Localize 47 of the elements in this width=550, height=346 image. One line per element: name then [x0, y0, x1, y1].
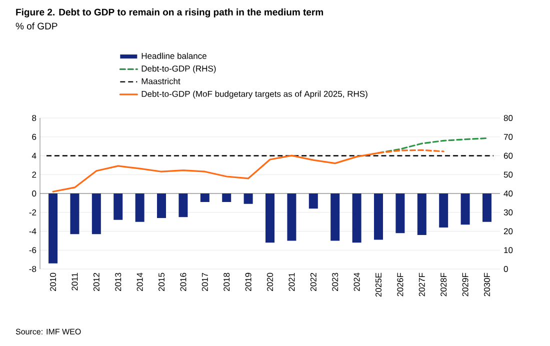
x-tick-label: 2024 [354, 272, 360, 292]
x-tick-label: 2017 [202, 272, 208, 292]
chart-title: Figure 2. Debt to GDP to remain on a rising path in the medium term [16, 8, 324, 18]
x-tick-label: 2013 [115, 272, 122, 292]
y2-tick-label: 10 [504, 247, 513, 254]
x-tick-label: 2028F [440, 272, 447, 296]
y2-tick-label: 0 [504, 266, 508, 272]
x-tick-label: 2018 [224, 272, 230, 292]
legend-label: Debt-to-GDP (RHS) [142, 65, 216, 74]
y-tick-label: 6 [32, 134, 36, 140]
y-tick-label: 4 [32, 152, 36, 159]
y2-tick-label: 50 [504, 172, 513, 178]
legend-label: Maastricht [142, 78, 180, 84]
x-tick-label: 2016 [180, 272, 186, 292]
x-tick-label: 2030F [484, 272, 490, 296]
x-tick-label: 2011 [72, 272, 78, 290]
x-tick-label: 2027F [418, 272, 425, 296]
y2-tick-label: 60 [504, 152, 513, 159]
x-tick-label: 2029F [462, 272, 468, 296]
x-tick-label: 2012 [93, 272, 100, 292]
y2-tick-label: 70 [504, 134, 513, 140]
x-tick-label: 2021 [288, 272, 295, 292]
line-series [378, 137, 488, 154]
legend-label: Debt-to-GDP (MoF budgetary targets as of April 2025, RHS) [142, 90, 368, 99]
y-tick-label: -2 [29, 209, 36, 216]
y-tick-label: -8 [29, 266, 36, 272]
y-tick-label: -4 [29, 228, 36, 234]
y2-tick-label: 30 [504, 209, 513, 216]
source-note: Source: IMF WEO [16, 328, 81, 334]
y2-tick-label: 80 [504, 114, 513, 122]
legend-label: Headline balance [142, 52, 206, 59]
y-tick-label: 0 [32, 190, 36, 197]
x-tick-label: 2014 [136, 272, 143, 292]
x-tick-label: 2023 [332, 272, 338, 292]
y-tick-label: 8 [32, 114, 36, 122]
x-tick-label: 2019 [245, 272, 252, 292]
y-tick-label: -6 [29, 247, 36, 254]
chart-subtitle: % of GDP [16, 22, 58, 30]
y2-tick-label: 20 [504, 228, 513, 234]
x-tick-label: 2022 [310, 272, 316, 292]
x-tick-label: 2015 [158, 272, 165, 292]
x-tick-label: 2025E [375, 272, 382, 297]
y-tick-label: 2 [32, 172, 36, 178]
y2-tick-label: 40 [504, 190, 513, 197]
x-tick-label: 2020 [266, 272, 274, 292]
x-tick-label: 2026F [397, 272, 404, 296]
x-tick-label: 2010 [50, 272, 56, 292]
